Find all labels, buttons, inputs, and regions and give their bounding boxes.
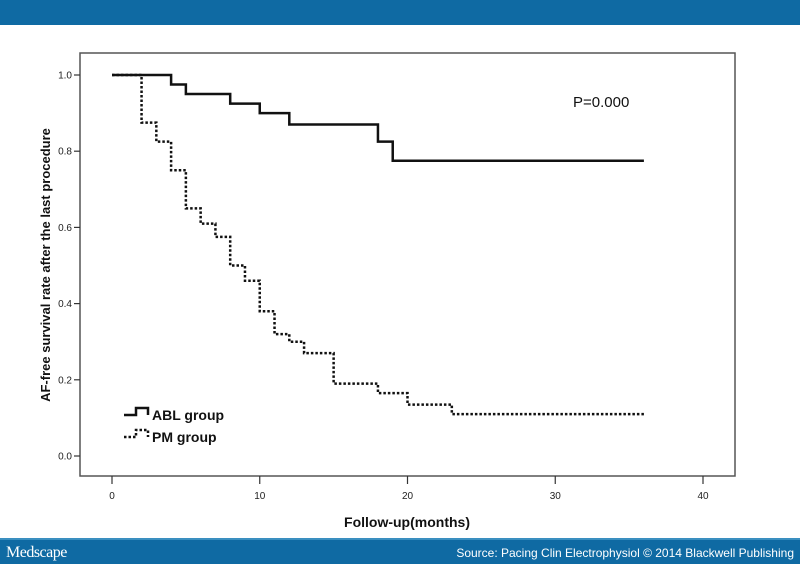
- x-tick-label: 40: [697, 491, 709, 502]
- header-bar: [0, 0, 800, 25]
- series-line-abl: [112, 73, 644, 162]
- x-tick-label: 20: [402, 491, 414, 502]
- y-tick-label: 1.0: [58, 71, 72, 82]
- legend-label-pm: PM group: [152, 429, 217, 445]
- y-tick-label: 0.0: [58, 452, 72, 463]
- y-tick-label: 0.6: [58, 223, 72, 234]
- x-tick-label: 0: [109, 491, 115, 502]
- x-tick-label: 30: [550, 491, 562, 502]
- legend-swatch-abl: [124, 406, 150, 417]
- y-tick-label: 0.2: [58, 375, 72, 386]
- series-line-pm: [112, 73, 644, 416]
- medscape-logo: Medscape: [6, 544, 67, 561]
- y-tick-label: 0.8: [58, 147, 72, 158]
- source-credit: Source: Pacing Clin Electrophysiol © 201…: [456, 546, 794, 560]
- footer-bar: Medscape Source: Pacing Clin Electrophys…: [0, 538, 800, 564]
- x-axis-label: Follow-up(months): [344, 514, 470, 530]
- legend-swatch-pm: [124, 428, 150, 439]
- legend-label-abl: ABL group: [152, 407, 224, 423]
- x-tick-label: 10: [254, 491, 266, 502]
- y-tick-label: 0.4: [58, 299, 72, 310]
- legend: ABL group PM group: [124, 406, 224, 445]
- y-axis-label: AF-free survival rate after the last pro…: [38, 128, 53, 402]
- p-value-annotation: P=0.000: [573, 94, 629, 111]
